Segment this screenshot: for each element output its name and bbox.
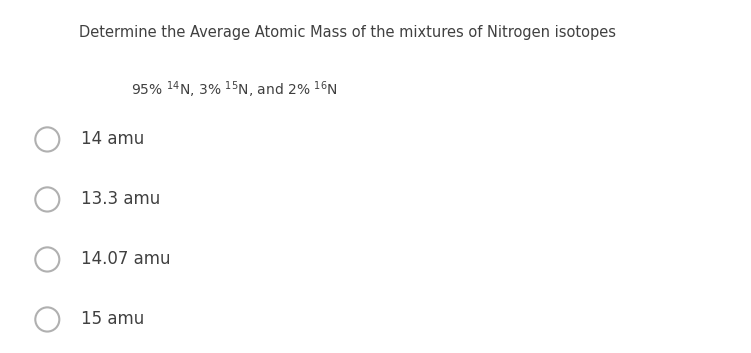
Text: 15 amu: 15 amu bbox=[81, 311, 144, 328]
Text: 14.07 amu: 14.07 amu bbox=[81, 251, 170, 268]
Text: 95% $^{14}$N, 3% $^{15}$N, and 2% $^{16}$N: 95% $^{14}$N, 3% $^{15}$N, and 2% $^{16}… bbox=[131, 79, 338, 100]
Text: Determine the Average Atomic Mass of the mixtures of Nitrogen isotopes: Determine the Average Atomic Mass of the… bbox=[79, 25, 616, 40]
Text: 13.3 amu: 13.3 amu bbox=[81, 191, 161, 208]
Text: 14 amu: 14 amu bbox=[81, 131, 144, 148]
